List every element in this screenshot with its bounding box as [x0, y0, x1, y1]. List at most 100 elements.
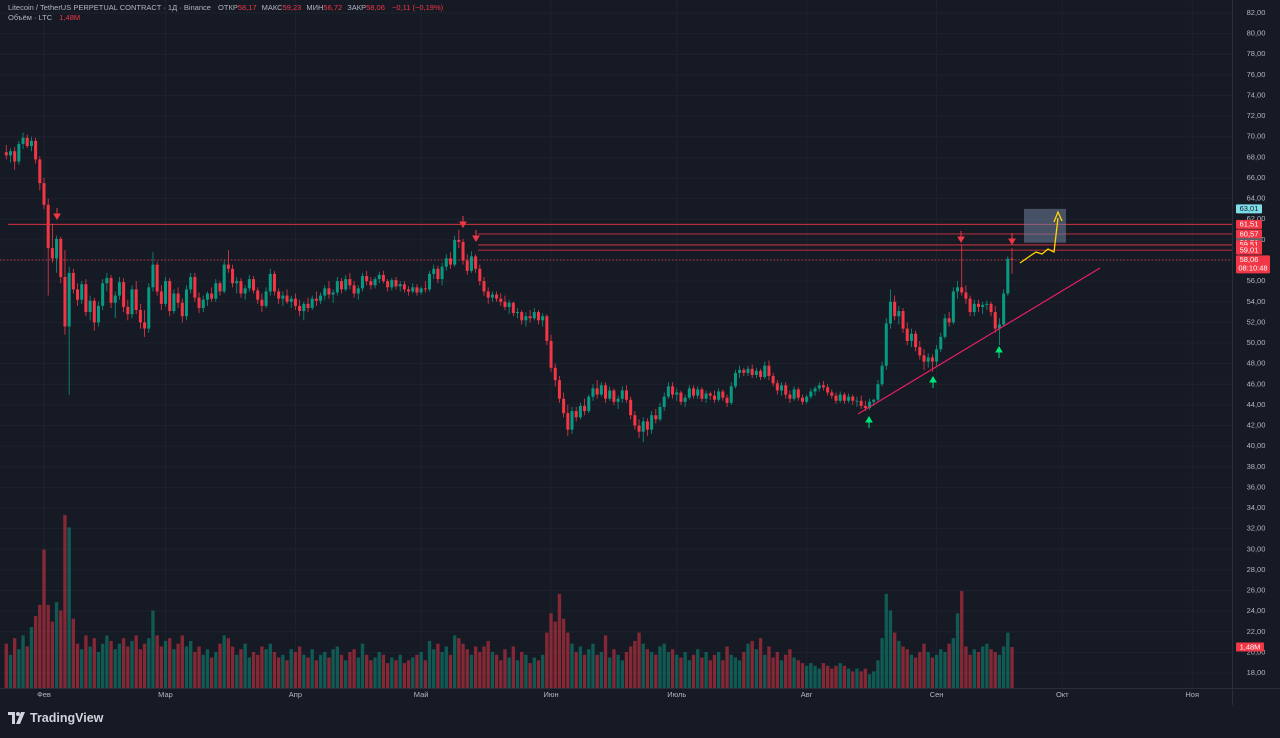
volume-bar	[532, 657, 536, 688]
volume-bar	[503, 649, 507, 688]
price-label-bg	[1236, 245, 1262, 255]
candle-body	[335, 281, 339, 293]
candle-body	[478, 268, 482, 282]
projection-box	[1024, 208, 1066, 243]
volume-bar	[473, 646, 478, 688]
volume-bar	[247, 657, 252, 688]
volume-bar	[402, 663, 407, 688]
volume-bar	[117, 643, 122, 688]
volume-bar	[84, 635, 88, 688]
volume-bar	[980, 646, 985, 688]
chart: 18,00 20,00 22,00 24,00 26,00 28,00 30,00 32,00…	[0, 0, 1280, 705]
volume-bar	[457, 638, 461, 688]
legend-key: МИН	[306, 3, 324, 12]
candle-body	[767, 365, 771, 377]
volume-bar	[494, 654, 499, 688]
candle-body	[453, 239, 457, 265]
volume-bar	[33, 616, 38, 688]
volume-bar	[155, 635, 159, 688]
volume-bar	[54, 602, 59, 688]
volume-bar	[113, 649, 117, 688]
volume-bar	[172, 649, 176, 688]
volume-bar	[71, 618, 76, 688]
candle-body	[394, 280, 398, 287]
candle-body	[482, 281, 486, 292]
volume-bar	[142, 643, 147, 688]
volume-bar	[557, 593, 562, 688]
candle-body	[687, 388, 691, 398]
volume-bar	[289, 649, 293, 688]
x-tick-label: Июн	[543, 690, 558, 699]
y-tick-label: 76,00	[1247, 70, 1266, 79]
price-label-bg	[1236, 204, 1262, 214]
candle-body	[419, 288, 423, 293]
candle-body	[214, 283, 218, 299]
price-label: 59,51	[1240, 240, 1259, 249]
candle-body	[264, 291, 268, 306]
candle-body	[608, 390, 612, 399]
candle-body	[834, 395, 838, 401]
volume-bar	[771, 657, 775, 688]
candle-body	[587, 396, 591, 412]
volume-bar	[943, 652, 947, 688]
candle-body	[981, 304, 985, 307]
volume-bar	[859, 671, 863, 688]
candle-body	[541, 316, 545, 321]
volume-bar	[239, 649, 243, 688]
candle-body	[381, 274, 385, 282]
candle-body	[71, 272, 75, 290]
volume-bar	[825, 665, 830, 688]
candle-body	[536, 312, 540, 321]
volume-bar	[29, 627, 34, 688]
candle-body	[1006, 258, 1010, 294]
candle-body	[888, 301, 892, 324]
down-arrow	[1008, 233, 1016, 245]
volume-bar	[842, 665, 847, 688]
volume-bar	[138, 649, 143, 688]
countdown: 08:10:48	[1238, 263, 1267, 272]
candle-body	[138, 310, 142, 323]
candle-body	[964, 292, 968, 299]
volume-bar	[360, 643, 365, 688]
volume-bar	[520, 652, 524, 688]
volume-bar	[209, 657, 214, 688]
volume-bar	[478, 652, 482, 688]
volume-bar	[968, 654, 972, 688]
volume-bar	[662, 643, 666, 688]
volume-bar	[218, 643, 222, 688]
candle-body	[654, 415, 658, 420]
volume-bar	[306, 657, 310, 688]
candle-body	[956, 287, 960, 292]
volume-bar	[482, 646, 486, 688]
volume-bar	[4, 643, 8, 688]
trend-line	[857, 267, 1101, 415]
volume-bar	[985, 643, 989, 688]
candle-body	[763, 365, 767, 378]
candle-body	[298, 305, 302, 312]
candle-body	[817, 385, 821, 389]
candle-body	[281, 295, 285, 299]
volume-bar	[339, 654, 344, 688]
legend-key: МАКС	[261, 3, 283, 12]
candle-body	[771, 376, 775, 384]
legend-value: 58,17	[237, 3, 257, 12]
candle-body	[4, 152, 8, 156]
x-tick-label: Июль	[667, 690, 686, 699]
volume-bar	[679, 657, 683, 688]
candle-body	[306, 303, 310, 308]
volume-bar	[297, 646, 302, 688]
volume-bar	[784, 654, 788, 688]
x-tick-label: Окт	[1056, 690, 1069, 699]
price-label: 63,01	[1240, 204, 1259, 213]
candle-body	[92, 300, 96, 323]
candle-body	[838, 394, 842, 401]
volume-bar	[633, 640, 637, 688]
candle-body	[503, 301, 507, 307]
candle-body	[784, 385, 788, 395]
volume-bar	[708, 660, 712, 688]
volume-bar	[804, 665, 809, 688]
candle-body	[905, 328, 909, 341]
volume-bar	[675, 654, 679, 688]
candle-body	[474, 256, 478, 269]
x-tick-label: Апр	[289, 690, 302, 699]
